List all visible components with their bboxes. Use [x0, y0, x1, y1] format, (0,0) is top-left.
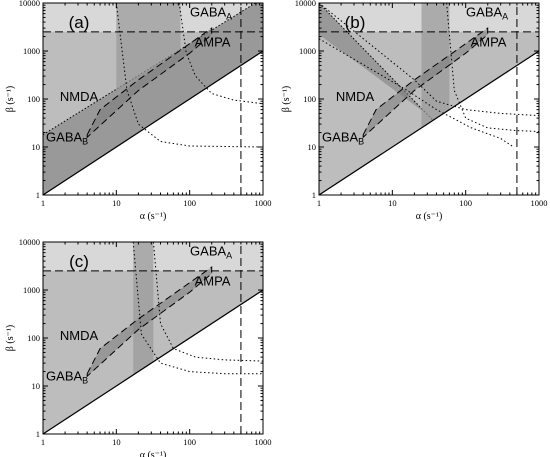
y-axis-label: β (s⁻¹)	[281, 86, 292, 112]
chart-panel-3: 1 10 100 1000 1 10 100 1000 10000 α (s⁻¹) β (s⁻¹) (…	[5, 237, 272, 457]
x-axis-label: α (s⁻¹)	[140, 211, 167, 222]
y-tick-label: 1	[36, 190, 40, 200]
receptor-label-gaba-a: GABAA	[190, 244, 232, 261]
receptor-label-gaba-b: GABAB	[322, 130, 364, 147]
receptor-name: GABA	[322, 130, 358, 145]
receptor-subscript: A	[226, 251, 232, 261]
plot-area	[43, 242, 263, 434]
receptor-label-gaba-b: GABAB	[46, 130, 88, 147]
dotted-curve-2	[115, 3, 263, 148]
receptor-subscript: B	[82, 137, 88, 147]
x-tick-label: 1000	[531, 198, 548, 208]
receptor-subscript: A	[226, 12, 232, 22]
receptor-label-gaba-a: GABAA	[190, 5, 232, 22]
y-tick-label: 1	[36, 429, 40, 439]
y-tick-label: 1000	[299, 46, 316, 56]
dotted-curve-2	[446, 3, 539, 132]
y-tick-label: 10	[32, 142, 41, 152]
receptor-subscript: A	[502, 12, 508, 22]
y-tick-label: 10000	[19, 0, 40, 8]
receptor-name: GABA	[190, 5, 226, 20]
x-tick-label: 1000	[255, 437, 272, 447]
x-tick-label: 100	[459, 198, 472, 208]
y-tick-label: 10000	[19, 237, 40, 247]
y-tick-label: 1000	[23, 285, 40, 295]
x-tick-label: 10	[112, 437, 121, 447]
receptor-name: AMPA	[195, 273, 231, 288]
receptor-subscript: B	[82, 376, 88, 386]
panel-label: (c)	[69, 252, 89, 271]
panel-label: (a)	[69, 13, 90, 32]
x-tick-label: 100	[183, 198, 196, 208]
receptor-name: NMDA	[336, 89, 375, 104]
receptor-label-gaba-a: GABAA	[466, 5, 508, 22]
x-tick-label: 1	[317, 198, 321, 208]
y-tick-label: 10000	[295, 0, 316, 8]
x-axis-label: α (s⁻¹)	[140, 450, 167, 457]
receptor-label-nmda: NMDA	[60, 89, 99, 104]
receptor-label-gaba-b: GABAB	[46, 369, 88, 386]
receptor-label-nmda: NMDA	[60, 328, 99, 343]
panel-label: (b)	[345, 13, 366, 32]
receptor-label-ampa: AMPA	[195, 273, 231, 288]
diagonal-band-edge	[43, 3, 257, 136]
y-tick-label: 1	[312, 190, 316, 200]
receptor-name: GABA	[46, 130, 82, 145]
receptor-label-ampa: AMPA	[195, 34, 231, 49]
x-tick-label: 100	[183, 437, 196, 447]
y-tick-label: 100	[27, 333, 40, 343]
y-tick-label: 100	[27, 94, 40, 104]
y-axis-label: β (s⁻¹)	[5, 86, 16, 112]
diagonal-line	[43, 289, 263, 434]
receptor-name: GABA	[46, 369, 82, 384]
y-tick-label: 100	[303, 94, 316, 104]
dotted-curve-3	[319, 38, 514, 148]
plot-area	[43, 3, 263, 195]
dotted-curve-1	[152, 242, 263, 362]
plot-area	[319, 3, 539, 195]
receptor-name: GABA	[466, 5, 502, 20]
dotted-curve-1	[319, 3, 539, 117]
receptor-label-ampa: AMPA	[471, 34, 507, 49]
diagonal-line	[43, 50, 263, 195]
receptor-name: GABA	[190, 244, 226, 259]
receptor-name: AMPA	[195, 34, 231, 49]
receptor-label-nmda: NMDA	[336, 89, 375, 104]
x-axis-label: α (s⁻¹)	[416, 211, 443, 222]
chart-panel-2: 1 10 100 1000 1 10 100 1000 10000 α (s⁻¹) β (s⁻¹) (…	[281, 0, 548, 222]
y-tick-label: 10	[308, 142, 317, 152]
receptor-band	[86, 266, 213, 378]
diagonal-line	[319, 50, 539, 195]
y-tick-label: 10	[32, 381, 41, 391]
x-tick-label: 1	[41, 198, 45, 208]
dotted-curve-2	[132, 242, 263, 375]
x-tick-label: 1	[41, 437, 45, 447]
receptor-name: NMDA	[60, 328, 99, 343]
x-tick-label: 1000	[255, 198, 272, 208]
y-tick-label: 1000	[23, 46, 40, 56]
receptor-subscript: B	[358, 137, 364, 147]
chart-panel-1: 1 10 100 1000 1 10 100 1000 10000 α (s⁻¹) β (s⁻¹) (…	[5, 0, 272, 222]
y-axis-label: β (s⁻¹)	[5, 325, 16, 351]
receptor-band	[362, 27, 489, 139]
x-tick-label: 10	[388, 198, 397, 208]
x-tick-label: 10	[112, 198, 121, 208]
receptor-name: NMDA	[60, 89, 99, 104]
receptor-band	[86, 27, 213, 139]
receptor-name: AMPA	[471, 34, 507, 49]
